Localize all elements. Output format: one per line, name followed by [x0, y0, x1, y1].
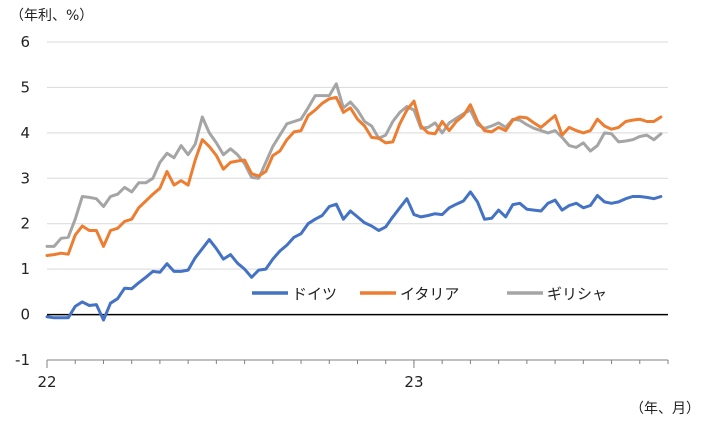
y-tick-label: 4 — [20, 124, 30, 142]
series-line-2 — [45, 82, 663, 248]
series-line-0 — [45, 190, 663, 322]
legend-label: ギリシャ — [547, 285, 607, 303]
y-tick-label: 2 — [20, 215, 30, 233]
legend-label: ドイツ — [292, 285, 337, 303]
y-tick-label: 5 — [20, 78, 30, 96]
y-tick-label: 6 — [20, 33, 30, 51]
x-tick-label: 22 — [37, 373, 56, 391]
y-tick-label: -1 — [15, 351, 30, 369]
legend-label: イタリア — [400, 285, 459, 303]
series-lines — [45, 82, 663, 322]
y-axis-unit-label: （年利、%） — [10, 8, 93, 24]
legend: ドイツ イタリア ギリシャ — [252, 285, 607, 303]
gridlines — [47, 41, 668, 361]
y-tick-label: 3 — [20, 169, 30, 187]
x-axis-unit-label: （年、月） — [630, 401, 700, 417]
x-tick-label: 23 — [404, 373, 423, 391]
y-tick-label: 0 — [20, 306, 30, 324]
series-line-1 — [45, 95, 663, 257]
y-tick-label: 1 — [20, 260, 30, 278]
